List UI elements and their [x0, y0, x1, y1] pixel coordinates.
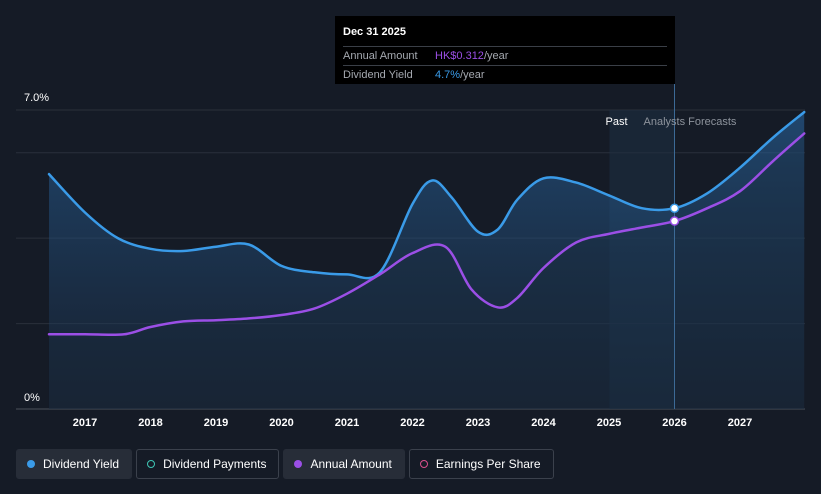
legend-earnings-per-share[interactable]: Earnings Per Share — [408, 449, 554, 479]
x-tick-label: 2025 — [597, 417, 621, 429]
dividend-yield-area — [48, 112, 805, 409]
series-areas — [48, 112, 805, 409]
legend-label: Dividend Yield — [43, 457, 120, 471]
x-tick-label: 2024 — [531, 417, 556, 429]
past-region-label: Past — [605, 116, 627, 128]
filled-dot-icon — [294, 460, 303, 468]
legend-annual-amount[interactable]: Annual Amount — [283, 449, 405, 479]
legend: Dividend Yield Dividend Payments Annual … — [16, 449, 554, 479]
tooltip-label: Annual Amount — [343, 50, 418, 62]
legend-label: Earnings Per Share — [435, 457, 541, 471]
legend-dividend-yield[interactable]: Dividend Yield — [16, 449, 133, 479]
x-tick-label: 2018 — [138, 417, 162, 429]
hollow-dot-icon — [419, 460, 428, 468]
legend-dividend-payments[interactable]: Dividend Payments — [136, 449, 280, 479]
tooltip-value: 4.7% — [435, 69, 461, 81]
x-axis-ticks: 2017 2018 2019 2020 2021 2022 2023 2024 2025 2026… — [73, 417, 752, 429]
legend-label: Annual Amount — [310, 457, 392, 471]
x-tick-label: 2021 — [335, 417, 359, 429]
tooltip-date: Dec 31 2025 — [343, 26, 406, 38]
annual-amount-area — [48, 133, 805, 409]
annual-amount-marker — [669, 216, 680, 226]
filled-dot-icon — [27, 460, 35, 468]
tooltip-unit: /year — [483, 50, 509, 62]
tooltip-unit: /year — [460, 69, 485, 81]
legend-label: Dividend Payments — [163, 457, 267, 471]
tooltip-row-annual-amount: Annual Amount HK$0.312 /year — [343, 46, 667, 65]
y-axis-max-label: 7.0% — [24, 92, 49, 104]
x-tick-label: 2027 — [728, 417, 752, 429]
x-tick-label: 2026 — [662, 417, 686, 429]
y-axis-min-label: 0% — [24, 392, 40, 404]
tooltip: Dec 31 2025 Annual Amount HK$0.312 /year… — [335, 16, 675, 84]
dividend-yield-marker — [669, 203, 680, 213]
x-tick-label: 2017 — [73, 417, 97, 429]
hollow-dot-icon — [147, 460, 156, 468]
tooltip-value: HK$0.312 — [435, 50, 484, 62]
forecast-region-label: Analysts Forecasts — [644, 116, 737, 128]
x-tick-label: 2023 — [466, 417, 490, 429]
tooltip-row-dividend-yield: Dividend Yield 4.7% /year — [343, 65, 667, 84]
x-tick-label: 2019 — [204, 417, 228, 429]
x-tick-label: 2020 — [269, 417, 293, 429]
x-tick-label: 2022 — [400, 417, 424, 429]
tooltip-label: Dividend Yield — [343, 69, 413, 81]
highlight-markers — [669, 203, 680, 226]
